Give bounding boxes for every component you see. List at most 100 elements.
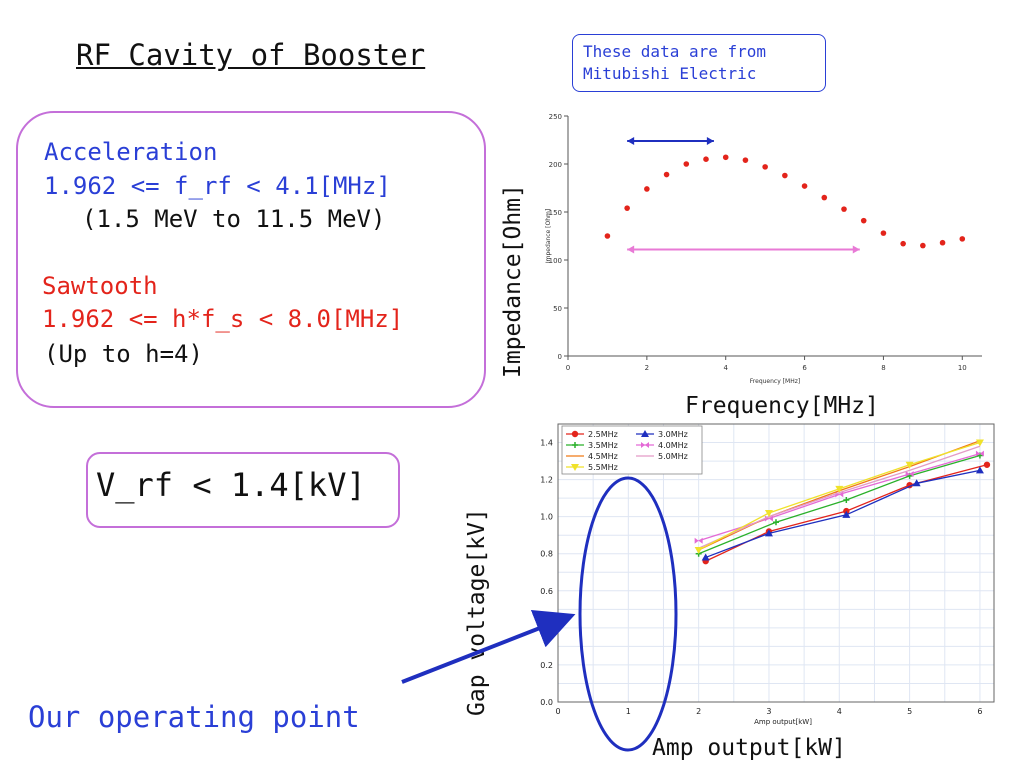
acceleration-range: 1.962 <= f_rf < 4.1[MHz]: [44, 172, 391, 200]
legend-label: 5.5MHz: [588, 463, 618, 472]
y-tick-label: 200: [549, 161, 562, 169]
data-point: [782, 172, 788, 179]
data-point: [624, 205, 630, 211]
data-point: [939, 239, 946, 246]
series-marker: [571, 464, 579, 471]
x-tick-label: 6: [977, 707, 982, 716]
data-point: [604, 233, 611, 239]
data-point: [683, 161, 690, 167]
range-arrow-head-right: [852, 245, 860, 254]
range-arrow-head-left: [627, 136, 635, 145]
data-point: [644, 186, 650, 192]
y-axis-label: Impedance [Ohm]: [545, 209, 552, 263]
gap-voltage-chart: 0.0 0.2 0.4 0.6 0.8 1.0 1.2 1.4 0 1 2 3 4 5 6 Amp outpu…: [540, 423, 995, 726]
series-line: [705, 469, 981, 559]
note-line-1: These data are from: [583, 42, 767, 61]
x-tick-label: 0: [555, 707, 560, 716]
sawtooth-note: (Up to h=4): [44, 340, 203, 368]
range-arrow-head-left: [627, 245, 635, 254]
series-marker: [912, 479, 921, 487]
y-tick-label: 1.4: [540, 439, 553, 448]
y-tick-label: 50: [553, 305, 562, 313]
spec-box: [16, 111, 486, 408]
operating-point-label: Our operating point: [28, 700, 360, 734]
range-arrow-head-right: [706, 136, 714, 145]
series-marker: [641, 430, 649, 437]
sawtooth-heading: Sawtooth: [42, 272, 158, 300]
frequency-axis-overlay: Frequency[MHz]: [685, 393, 879, 419]
x-tick-label: 0: [566, 364, 570, 372]
legend-label: 5.0MHz: [658, 452, 688, 461]
series-marker: [835, 485, 844, 493]
series-marker: [694, 537, 703, 544]
data-point: [920, 242, 926, 249]
series-marker: [571, 430, 579, 438]
y-tick-label: 150: [549, 209, 562, 217]
x-tick-label: 8: [881, 364, 885, 372]
impedance-axis-overlay: Impedance[Ohm]: [500, 184, 526, 378]
y-tick-label: 0.8: [540, 550, 553, 559]
y-tick-label: 250: [549, 113, 562, 121]
series-marker: [905, 461, 914, 469]
y-tick-label: 100: [549, 257, 562, 265]
x-tick-label: 5: [907, 707, 912, 716]
series-marker: [983, 461, 991, 468]
data-point: [722, 154, 729, 161]
impedance-chart: 0 50 100 150 200 250 0 2 4 6 8 10 Frequency [MHz] Imp…: [545, 113, 982, 385]
data-point: [821, 194, 828, 201]
x-axis-label: Frequency [MHz]: [750, 378, 800, 385]
x-tick-label: 2: [645, 364, 649, 372]
data-point: [880, 230, 887, 236]
series-marker: [842, 510, 851, 518]
slide-title: RF Cavity of Booster: [76, 38, 426, 72]
legend-label: 4.5MHz: [588, 452, 618, 461]
x-tick-label: 3: [766, 707, 771, 716]
series-marker: [905, 471, 914, 478]
y-tick-label: 1.2: [540, 476, 553, 485]
acceleration-heading: Acceleration: [44, 138, 218, 166]
y-tick-label: 0: [558, 353, 562, 361]
data-point: [841, 206, 847, 212]
series-marker: [764, 509, 773, 517]
series-marker: [975, 450, 984, 457]
series-marker: [975, 439, 984, 447]
x-tick-label: 6: [802, 364, 807, 372]
data-point: [762, 164, 768, 170]
data-source-note: These data are from Mitubishi Electric: [572, 34, 826, 92]
legend-label: 4.0MHz: [658, 441, 688, 450]
y-tick-label: 0.6: [540, 587, 553, 596]
sawtooth-range: 1.962 <= h*f_s < 8.0[MHz]: [42, 305, 404, 333]
data-point: [959, 236, 966, 242]
x-tick-label: 2: [696, 707, 701, 716]
series-marker: [764, 529, 773, 537]
y-tick-label: 1.0: [540, 513, 553, 522]
x-tick-label: 10: [958, 364, 967, 372]
x-axis-label: Amp output[kW]: [754, 718, 812, 726]
data-point: [860, 217, 867, 224]
gap-voltage-axis-overlay: Gap voltage[kV]: [464, 508, 490, 716]
acceleration-energy: (1.5 MeV to 11.5 MeV): [82, 205, 386, 233]
legend-box: [561, 425, 703, 475]
y-tick-label: 0.0: [540, 698, 553, 707]
amp-output-axis-overlay: Amp output[kW]: [652, 735, 846, 761]
legend-label: 2.5MHz: [588, 430, 618, 439]
x-tick-label: 4: [837, 707, 842, 716]
series-marker: [694, 547, 703, 555]
legend-label: 3.5MHz: [588, 441, 618, 450]
legend-label: 3.0MHz: [658, 430, 688, 439]
x-tick-label: 1: [626, 707, 631, 716]
data-point: [663, 171, 670, 178]
plot-frame: [557, 423, 995, 703]
data-point: [900, 240, 906, 247]
series-marker: [701, 553, 710, 561]
y-tick-label: 0.2: [540, 661, 553, 670]
vrf-limit: V_rf < 1.4[kV]: [96, 466, 366, 504]
series-marker: [975, 466, 984, 474]
data-point: [801, 183, 808, 189]
series-marker: [641, 442, 649, 448]
data-point: [742, 157, 749, 163]
x-tick-label: 4: [723, 364, 728, 372]
y-tick-label: 0.4: [540, 624, 553, 633]
data-point: [703, 156, 709, 162]
note-line-2: Mitubishi Electric: [583, 64, 757, 83]
